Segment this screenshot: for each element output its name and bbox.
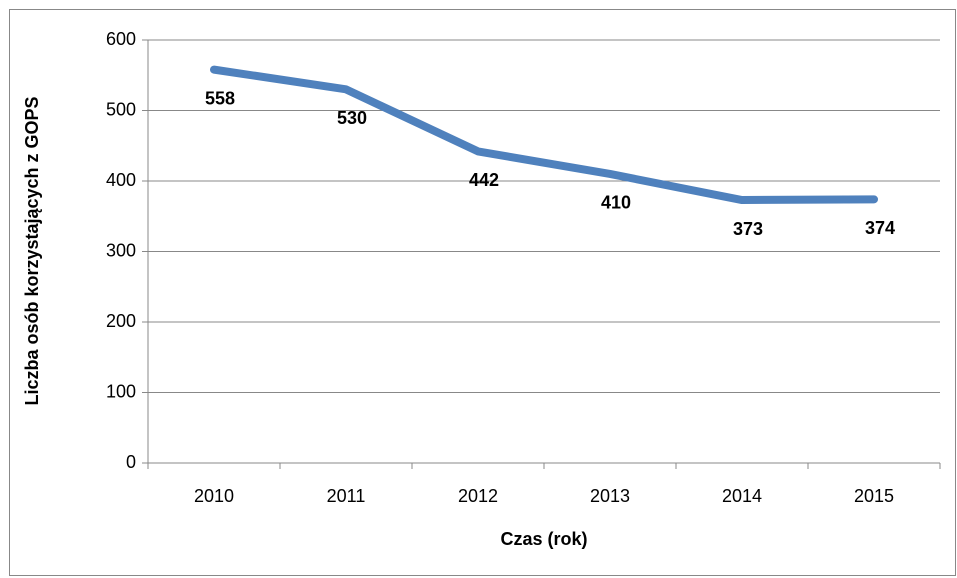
x-tick-label: 2014: [722, 486, 762, 506]
data-label: 374: [865, 218, 895, 238]
data-line: [210, 65, 878, 205]
x-tick-label: 2011: [327, 486, 366, 506]
x-tick-label: 2010: [194, 486, 234, 506]
x-tick-label: 2015: [854, 486, 894, 506]
chart-border: [9, 9, 956, 576]
data-label: 373: [733, 219, 763, 239]
x-axis-title: Czas (rok): [500, 529, 587, 549]
x-tick-label: 2012: [458, 486, 498, 506]
y-tick-label: 500: [106, 99, 136, 119]
y-tick-label: 400: [106, 170, 136, 190]
y-tick-label: 0: [126, 452, 136, 472]
data-label: 530: [337, 108, 367, 128]
data-label: 442: [469, 170, 499, 190]
y-tick-label: 300: [106, 240, 136, 260]
x-tick-label: 2013: [590, 486, 630, 506]
y-tick-label: 100: [106, 381, 136, 401]
y-tick-label: 600: [106, 29, 136, 49]
y-tick-label: 200: [106, 311, 136, 331]
data-label: 410: [601, 193, 631, 213]
data-label: 558: [205, 88, 235, 108]
y-axis-title: Liczba osób korzystających z GOPS: [22, 96, 42, 405]
